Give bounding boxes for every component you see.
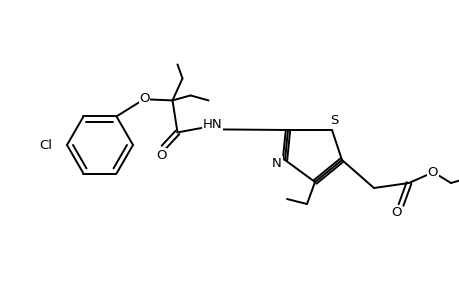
Text: Cl: Cl [39,139,52,152]
Text: O: O [156,149,166,162]
Text: O: O [427,167,437,179]
Text: N: N [272,157,281,169]
Text: HN: HN [202,118,222,131]
Text: O: O [139,92,150,105]
Text: S: S [329,113,337,127]
Text: O: O [391,206,401,220]
